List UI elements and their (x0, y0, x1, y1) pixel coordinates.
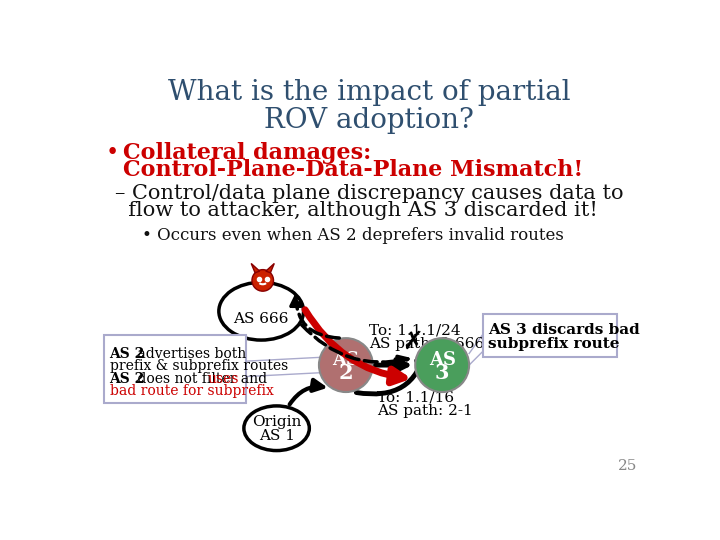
FancyArrowPatch shape (302, 325, 408, 366)
Text: prefix & subprefix routes: prefix & subprefix routes (109, 359, 288, 373)
Text: – Control/data plane discrepancy causes data to: – Control/data plane discrepancy causes … (115, 184, 624, 203)
Text: Control-Plane-Data-Plane Mismatch!: Control-Plane-Data-Plane Mismatch! (122, 159, 583, 181)
FancyBboxPatch shape (483, 314, 617, 357)
FancyArrowPatch shape (376, 360, 407, 370)
Text: ROV adoption?: ROV adoption? (264, 107, 474, 134)
Text: 3: 3 (435, 363, 449, 383)
Text: 25: 25 (618, 459, 637, 473)
Text: uses: uses (208, 372, 240, 386)
Text: Collateral damages:: Collateral damages: (122, 142, 371, 164)
FancyArrowPatch shape (356, 350, 428, 394)
Text: AS 2: AS 2 (109, 372, 145, 386)
Text: does not filter and: does not filter and (132, 372, 271, 386)
FancyArrowPatch shape (305, 310, 404, 383)
Text: What is the impact of partial: What is the impact of partial (168, 79, 570, 106)
FancyArrowPatch shape (289, 380, 323, 404)
Circle shape (319, 338, 373, 392)
Text: Origin: Origin (252, 415, 301, 429)
Text: flow to attacker, although AS 3 discarded it!: flow to attacker, although AS 3 discarde… (115, 201, 598, 220)
Circle shape (415, 338, 469, 392)
Text: AS: AS (428, 350, 456, 369)
Text: AS path: 2-1: AS path: 2-1 (377, 403, 472, 417)
Text: advertises both: advertises both (132, 347, 246, 361)
Text: AS path: 2-666: AS path: 2-666 (369, 336, 485, 350)
FancyBboxPatch shape (104, 335, 246, 403)
Text: AS 2: AS 2 (109, 347, 145, 361)
Text: bad route for subprefix: bad route for subprefix (109, 384, 274, 398)
Text: AS 1: AS 1 (258, 429, 294, 443)
Text: • Occurs even when AS 2 deprefers invalid routes: • Occurs even when AS 2 deprefers invali… (142, 226, 564, 244)
Text: AS 666: AS 666 (233, 312, 289, 326)
Text: AS 3 discards bad: AS 3 discards bad (488, 323, 640, 336)
Text: subprefix route: subprefix route (488, 336, 620, 350)
Polygon shape (251, 264, 260, 273)
Text: •: • (106, 142, 119, 164)
Text: To: 1.1.1/24: To: 1.1.1/24 (369, 323, 461, 338)
FancyArrowPatch shape (291, 296, 339, 338)
Text: 2: 2 (338, 363, 354, 383)
Text: AS: AS (333, 350, 359, 369)
Polygon shape (266, 264, 274, 273)
Text: ✗: ✗ (402, 330, 423, 354)
Text: To: 1.1/16: To: 1.1/16 (377, 390, 454, 404)
Circle shape (252, 269, 274, 291)
